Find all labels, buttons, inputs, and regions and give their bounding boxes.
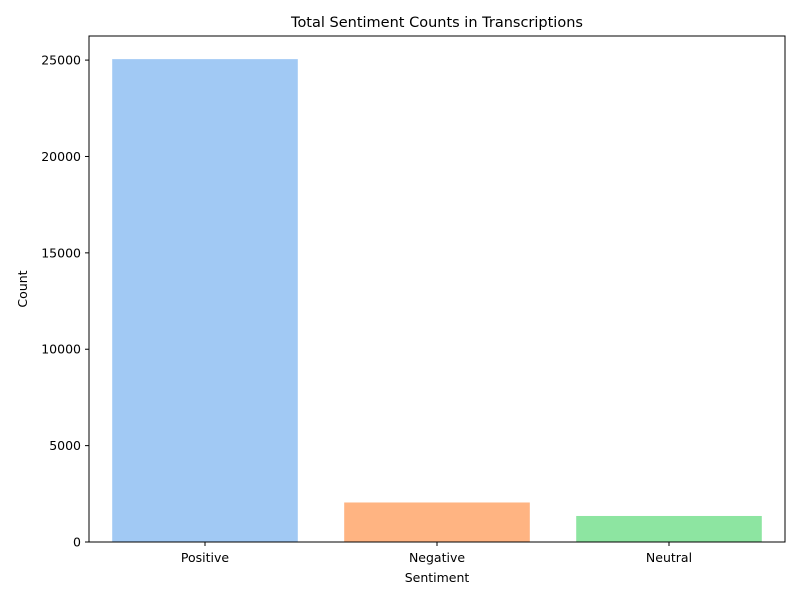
bar-positive bbox=[112, 59, 298, 542]
y-tick-label: 20000 bbox=[41, 149, 81, 164]
y-axis: 0 5000 10000 15000 20000 25000 bbox=[41, 53, 89, 550]
x-axis-label: Sentiment bbox=[405, 570, 470, 585]
chart-title: Total Sentiment Counts in Transcriptions bbox=[290, 15, 583, 31]
plot-frame bbox=[88, 35, 786, 543]
y-tick-label: 10000 bbox=[41, 342, 81, 357]
bar-negative bbox=[344, 502, 530, 542]
y-tick-label: 0 bbox=[73, 535, 81, 550]
y-tick-label: 25000 bbox=[41, 53, 81, 68]
bar-neutral bbox=[576, 515, 762, 542]
x-tick-label: Negative bbox=[409, 550, 465, 565]
bars-group bbox=[112, 59, 762, 542]
y-tick-label: 15000 bbox=[41, 245, 81, 260]
x-tick-label: Positive bbox=[181, 550, 229, 565]
x-axis: Positive Negative Neutral bbox=[181, 542, 692, 565]
y-axis-label: Count bbox=[15, 270, 30, 307]
x-tick-label: Neutral bbox=[646, 550, 692, 565]
y-tick-label: 5000 bbox=[49, 438, 81, 453]
